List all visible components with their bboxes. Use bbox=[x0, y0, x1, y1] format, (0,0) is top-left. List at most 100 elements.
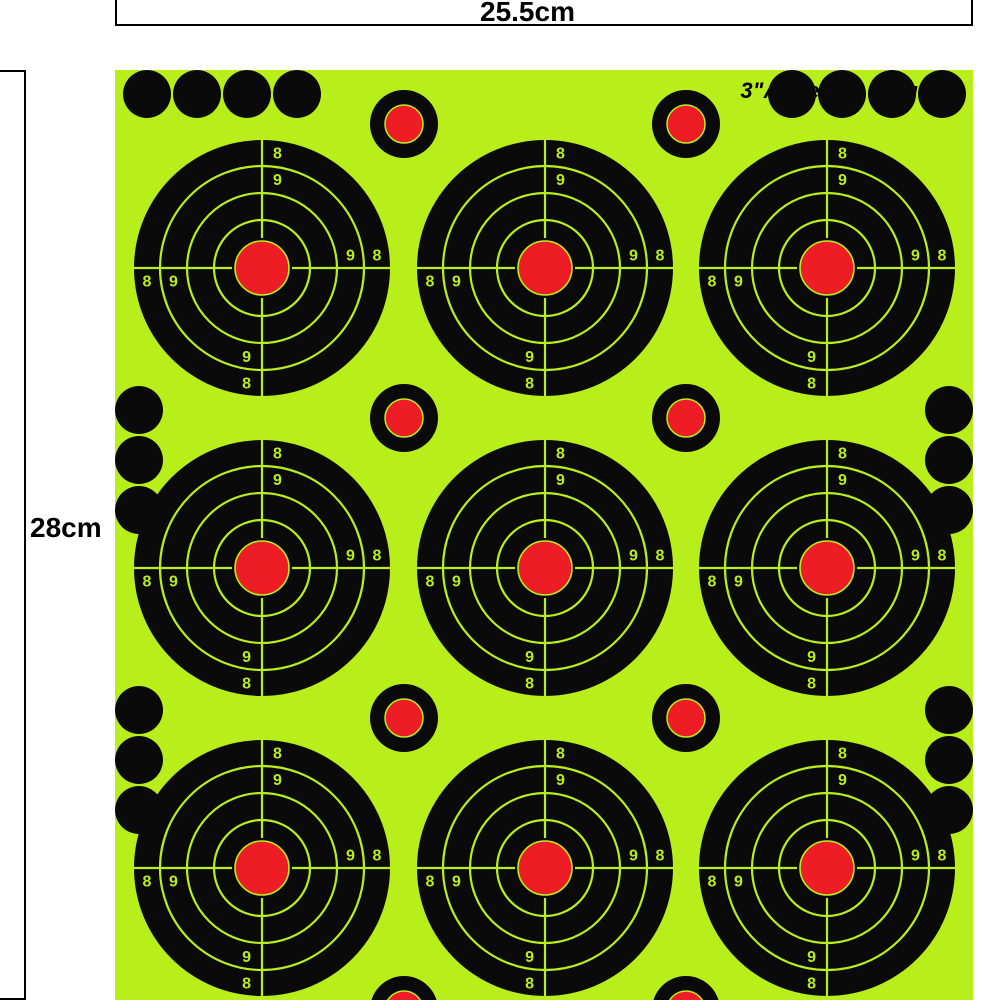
ring-number: 8 bbox=[938, 548, 947, 565]
ring-number: 9 bbox=[242, 949, 251, 966]
ring-number: 8 bbox=[273, 146, 282, 163]
ring-number: 8 bbox=[373, 548, 382, 565]
mini-target bbox=[652, 684, 720, 752]
ring-number: 8 bbox=[556, 746, 565, 763]
ring-number: 9 bbox=[273, 772, 282, 789]
ring-number: 9 bbox=[169, 574, 178, 591]
bullseye-target: 89898989 bbox=[417, 140, 673, 396]
target-sheet: 3"Adhesive Targets 898989898989898989898… bbox=[115, 70, 973, 1000]
ring-number: 9 bbox=[452, 274, 461, 291]
ring-number: 8 bbox=[556, 146, 565, 163]
paster-dot bbox=[115, 686, 163, 734]
ring-number: 9 bbox=[242, 349, 251, 366]
ring-number: 8 bbox=[656, 848, 665, 865]
ring-number: 8 bbox=[656, 548, 665, 565]
mini-target bbox=[370, 384, 438, 452]
ring-number: 8 bbox=[807, 376, 816, 393]
ring-number: 8 bbox=[708, 574, 717, 591]
ring-number: 8 bbox=[838, 746, 847, 763]
ring-number: 8 bbox=[373, 848, 382, 865]
mini-target bbox=[652, 384, 720, 452]
ring-number: 9 bbox=[807, 349, 816, 366]
ring-number: 9 bbox=[556, 772, 565, 789]
bullseye-target: 89898989 bbox=[699, 740, 955, 996]
ring-number: 8 bbox=[143, 874, 152, 891]
ring-number: 9 bbox=[734, 274, 743, 291]
ring-number: 8 bbox=[143, 574, 152, 591]
ring-number: 9 bbox=[346, 248, 355, 265]
ring-number: 9 bbox=[807, 649, 816, 666]
ring-number: 9 bbox=[346, 848, 355, 865]
dim-left-line bbox=[24, 70, 26, 1000]
ring-number: 9 bbox=[452, 574, 461, 591]
ring-number: 8 bbox=[838, 446, 847, 463]
mini-target bbox=[370, 90, 438, 158]
sheet-graphics: 8989898989898989898989898989898989898989… bbox=[115, 70, 973, 1000]
ring-number: 8 bbox=[708, 874, 717, 891]
paster-dot bbox=[123, 70, 171, 118]
mini-target bbox=[370, 684, 438, 752]
ring-number: 9 bbox=[242, 649, 251, 666]
ring-number: 8 bbox=[708, 274, 717, 291]
bullseye-target: 89898989 bbox=[699, 140, 955, 396]
ring-number: 9 bbox=[838, 172, 847, 189]
paster-dot bbox=[173, 70, 221, 118]
ring-number: 8 bbox=[525, 976, 534, 993]
mini-target bbox=[652, 90, 720, 158]
ring-number: 9 bbox=[629, 548, 638, 565]
ring-number: 8 bbox=[273, 746, 282, 763]
paster-dot bbox=[925, 486, 973, 534]
paster-dot bbox=[925, 686, 973, 734]
ring-number: 9 bbox=[169, 274, 178, 291]
bullseye-target: 89898989 bbox=[417, 440, 673, 696]
ring-number: 8 bbox=[426, 574, 435, 591]
paster-dot bbox=[115, 386, 163, 434]
paster-dot bbox=[115, 786, 163, 834]
ring-number: 8 bbox=[242, 976, 251, 993]
ring-number: 9 bbox=[838, 772, 847, 789]
mini-target bbox=[652, 976, 720, 1000]
ring-number: 8 bbox=[143, 274, 152, 291]
paster-dot bbox=[918, 70, 966, 118]
ring-number: 9 bbox=[838, 472, 847, 489]
paster-dot bbox=[115, 736, 163, 784]
ring-number: 9 bbox=[556, 172, 565, 189]
bullseye-target: 89898989 bbox=[134, 740, 390, 996]
ring-number: 9 bbox=[807, 949, 816, 966]
ring-number: 8 bbox=[807, 676, 816, 693]
ring-number: 8 bbox=[838, 146, 847, 163]
ring-number: 9 bbox=[273, 472, 282, 489]
bullseye-target: 89898989 bbox=[134, 140, 390, 396]
paster-dot bbox=[223, 70, 271, 118]
ring-number: 9 bbox=[734, 574, 743, 591]
paster-dot bbox=[115, 486, 163, 534]
canvas: 25.5cm 28cm 3"Adhesive Targets 898989898… bbox=[0, 0, 1000, 1000]
paster-dot bbox=[925, 386, 973, 434]
bullseye-target: 89898989 bbox=[699, 440, 955, 696]
ring-number: 9 bbox=[911, 548, 920, 565]
dim-top-tick-left bbox=[115, 0, 117, 24]
ring-number: 8 bbox=[273, 446, 282, 463]
paster-dot bbox=[925, 736, 973, 784]
ring-number: 9 bbox=[734, 874, 743, 891]
paster-dot bbox=[818, 70, 866, 118]
paster-dot bbox=[925, 436, 973, 484]
ring-number: 8 bbox=[556, 446, 565, 463]
ring-number: 9 bbox=[169, 874, 178, 891]
ring-number: 9 bbox=[911, 848, 920, 865]
paster-dot bbox=[925, 786, 973, 834]
ring-number: 8 bbox=[426, 274, 435, 291]
dim-top-tick-right bbox=[971, 0, 973, 24]
ring-number: 9 bbox=[911, 248, 920, 265]
ring-number: 8 bbox=[525, 676, 534, 693]
ring-number: 9 bbox=[452, 874, 461, 891]
dim-left-tick-top bbox=[0, 70, 24, 72]
ring-number: 8 bbox=[242, 676, 251, 693]
ring-number: 9 bbox=[525, 649, 534, 666]
ring-number: 8 bbox=[807, 976, 816, 993]
ring-number: 9 bbox=[525, 949, 534, 966]
ring-number: 8 bbox=[373, 248, 382, 265]
ring-number: 9 bbox=[629, 848, 638, 865]
ring-number: 8 bbox=[656, 248, 665, 265]
ring-number: 9 bbox=[346, 548, 355, 565]
